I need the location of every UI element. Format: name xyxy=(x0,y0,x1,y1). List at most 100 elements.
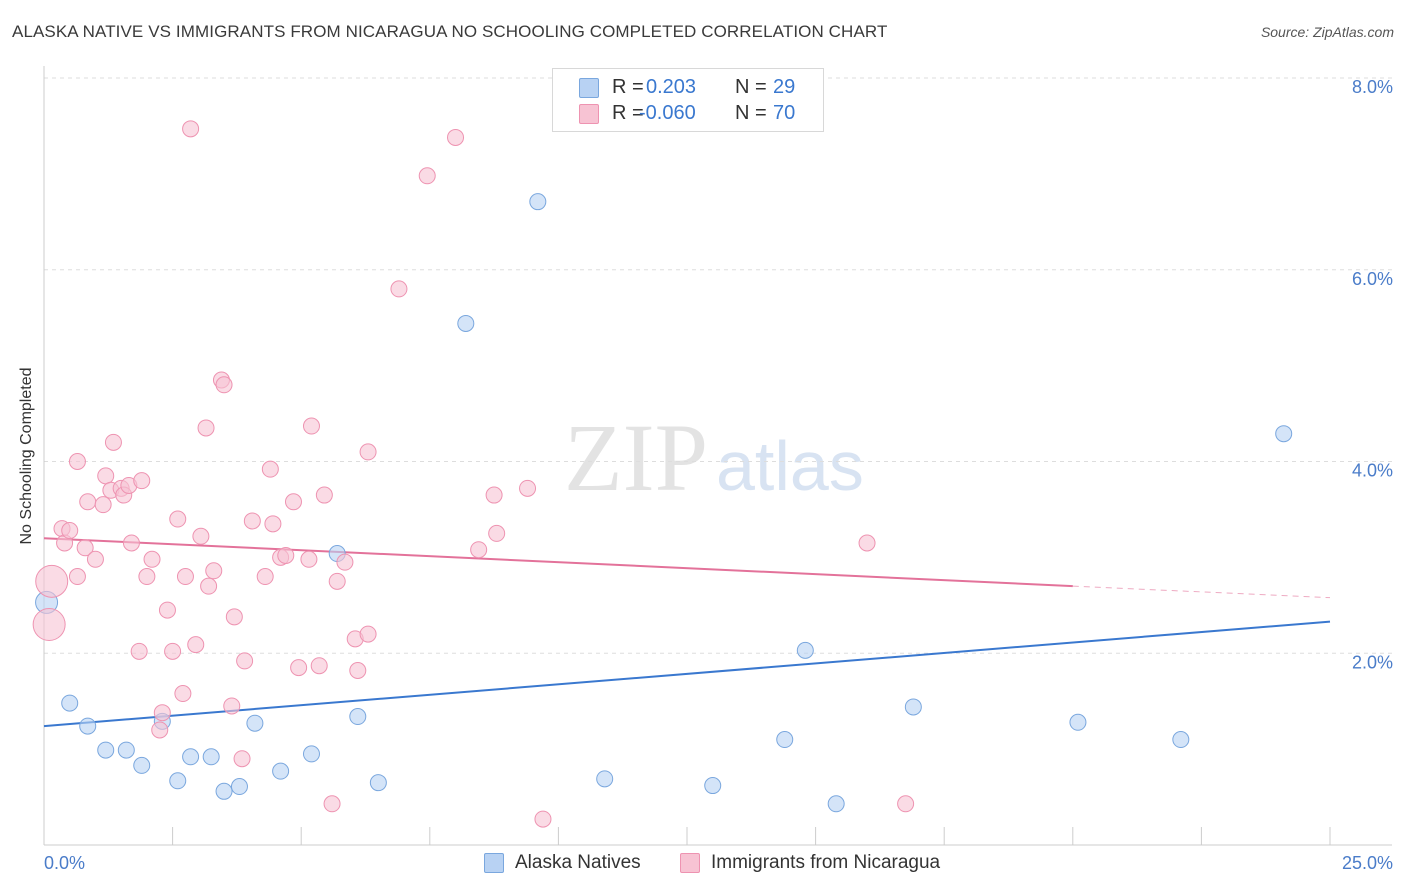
r-label: R = xyxy=(612,102,644,124)
alaska-native-point xyxy=(369,774,387,792)
nicaragua-point xyxy=(390,280,408,298)
alaska-native-point xyxy=(704,777,722,795)
nicaragua-point xyxy=(143,550,161,568)
watermark-atlas: atlas xyxy=(716,427,864,505)
nicaragua-point xyxy=(519,479,537,497)
nicaragua-point xyxy=(328,572,346,590)
gridlines xyxy=(44,77,1392,654)
nicaragua-point xyxy=(315,486,333,504)
alaska-native-point xyxy=(1069,713,1087,731)
tick-labels: 2.0% 4.0% 6.0% 8.0% 0.0% 25.0% xyxy=(44,77,1393,873)
alaska-native-point xyxy=(349,708,367,726)
watermark: ZIP atlas xyxy=(564,404,864,511)
legend-label-immigrants-nicaragua: Immigrants from Nicaragua xyxy=(711,852,941,873)
nicaragua-point xyxy=(300,550,318,568)
nicaragua-point xyxy=(359,443,377,461)
nicaragua-point xyxy=(86,550,104,568)
alaska-native-point xyxy=(302,745,320,763)
nicaragua-point xyxy=(243,512,261,530)
alaska-native-point xyxy=(133,756,151,774)
nicaragua-point xyxy=(302,417,320,435)
nicaragua-point xyxy=(284,493,302,511)
chart-title: ALASKA NATIVE VS IMMIGRANTS FROM NICARAG… xyxy=(12,22,888,41)
alaska-swatch xyxy=(579,78,599,98)
nicaragua-point xyxy=(104,433,122,451)
nicaragua-trend-extension xyxy=(1072,585,1331,599)
nicaragua-point xyxy=(76,539,94,557)
x-tick-label: 25.0% xyxy=(1342,853,1393,873)
nicaragua-point xyxy=(277,546,295,564)
nicaragua-point xyxy=(97,467,115,485)
nicaragua-point xyxy=(138,568,156,586)
alaska-native-point xyxy=(79,717,97,735)
nicaragua-point xyxy=(447,128,465,146)
nicaragua-point xyxy=(169,510,187,528)
nicaragua-point xyxy=(68,568,86,586)
nicaragua-point xyxy=(256,568,274,586)
r-value: 0.203 xyxy=(646,76,697,98)
alaska-native-point xyxy=(457,314,475,332)
nicaragua-point xyxy=(79,493,97,511)
alaska-native-point xyxy=(272,762,290,780)
nicaragua-point xyxy=(310,657,328,675)
nicaragua-point xyxy=(164,642,182,660)
nicaragua-point xyxy=(94,496,112,514)
nicaragua-point xyxy=(233,750,251,768)
alaska-native-point xyxy=(904,698,922,716)
n-label: N = xyxy=(735,76,767,98)
nicaragua-point xyxy=(205,562,223,580)
alaska-native-point xyxy=(215,782,233,800)
nicaragua-point xyxy=(61,522,79,540)
nicaragua-point xyxy=(323,795,341,813)
alaska-native-point xyxy=(796,641,814,659)
alaska-native-point xyxy=(182,748,200,766)
alaska-native-point xyxy=(202,748,220,766)
alaska-swatch xyxy=(484,853,504,873)
nicaragua-point xyxy=(290,659,308,677)
nicaragua-point xyxy=(261,460,279,478)
data-points xyxy=(32,120,1293,828)
nicaragua-point xyxy=(264,515,282,533)
r-value: -0.060 xyxy=(639,102,696,124)
nicaragua-point xyxy=(122,534,140,552)
nicaragua-point xyxy=(153,704,171,722)
legend-label-alaska-natives: Alaska Natives xyxy=(515,852,641,873)
alaska-native-point xyxy=(230,778,248,796)
n-value: 70 xyxy=(773,102,796,124)
nicaragua-point xyxy=(182,120,200,138)
alaska-trend-line xyxy=(43,620,1331,728)
alaska-native-point xyxy=(169,772,187,790)
nicaragua-point xyxy=(176,568,194,586)
nicaragua-point xyxy=(215,376,233,394)
correlation-legend: R = 0.203 N = 29 R = -0.060 N = 70 xyxy=(552,68,824,132)
nicaragua-point xyxy=(133,472,151,490)
nicaragua-point xyxy=(336,553,354,571)
nicaragua-point xyxy=(349,662,367,680)
nicaragua-point xyxy=(174,685,192,703)
alaska-native-point xyxy=(117,741,135,759)
nicaragua-point xyxy=(197,419,215,437)
nicaragua-point xyxy=(68,453,86,470)
nicaragua-point xyxy=(200,577,218,595)
nicaragua-point xyxy=(858,534,876,552)
nicaragua-point xyxy=(35,564,69,598)
nicaragua-point xyxy=(187,636,205,654)
nicaragua-point xyxy=(418,167,436,185)
n-label: N = xyxy=(735,102,767,124)
nicaragua-trend-line xyxy=(43,537,1073,588)
y-tick-label: 4.0% xyxy=(1352,461,1393,481)
nicaragua-point xyxy=(192,527,210,545)
nicaragua-point xyxy=(236,652,254,670)
axes xyxy=(43,66,1392,846)
nicaragua-point xyxy=(534,810,552,828)
nicaragua-point xyxy=(470,541,488,559)
nicaragua-point xyxy=(897,795,915,813)
nicaragua-point xyxy=(485,486,503,504)
nicaragua-swatch xyxy=(680,853,700,873)
alaska-native-point xyxy=(776,731,794,749)
alaska-native-point xyxy=(61,694,79,712)
nicaragua-point xyxy=(225,608,243,626)
alaska-native-point xyxy=(1275,425,1293,443)
alaska-native-point xyxy=(827,795,845,813)
